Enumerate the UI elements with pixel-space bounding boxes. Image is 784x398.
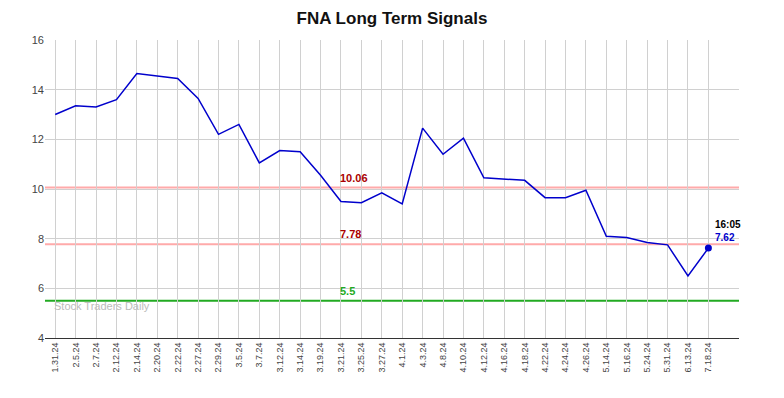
svg-text:5.24.24: 5.24.24 bbox=[642, 343, 652, 373]
svg-text:6: 6 bbox=[38, 282, 44, 294]
svg-text:4.8.24: 4.8.24 bbox=[438, 343, 448, 368]
svg-text:5.16.24: 5.16.24 bbox=[622, 343, 632, 373]
svg-text:4.26.24: 4.26.24 bbox=[581, 343, 591, 373]
svg-text:FNA Long Term Signals: FNA Long Term Signals bbox=[297, 9, 488, 28]
svg-text:3.14.24: 3.14.24 bbox=[295, 343, 305, 373]
svg-text:2.5.24: 2.5.24 bbox=[71, 343, 81, 368]
svg-text:3.7.24: 3.7.24 bbox=[254, 343, 264, 368]
svg-text:16: 16 bbox=[32, 34, 44, 46]
svg-text:2.20.24: 2.20.24 bbox=[152, 343, 162, 373]
svg-text:7.78: 7.78 bbox=[340, 228, 361, 240]
svg-text:3.21.24: 3.21.24 bbox=[336, 343, 346, 373]
svg-text:4.1.24: 4.1.24 bbox=[397, 343, 407, 368]
svg-text:3.25.24: 3.25.24 bbox=[356, 343, 366, 373]
svg-text:7.18.24: 7.18.24 bbox=[703, 343, 713, 373]
svg-text:2.27.24: 2.27.24 bbox=[193, 343, 203, 373]
svg-text:3.27.24: 3.27.24 bbox=[377, 343, 387, 373]
svg-text:3.12.24: 3.12.24 bbox=[275, 343, 285, 373]
svg-text:3.5.24: 3.5.24 bbox=[234, 343, 244, 368]
svg-text:4.10.24: 4.10.24 bbox=[458, 343, 468, 373]
svg-text:6.13.24: 6.13.24 bbox=[683, 343, 693, 373]
svg-text:4.24.24: 4.24.24 bbox=[560, 343, 570, 373]
svg-text:10.06: 10.06 bbox=[340, 172, 368, 184]
svg-text:4.18.24: 4.18.24 bbox=[520, 343, 530, 373]
svg-text:5.14.24: 5.14.24 bbox=[601, 343, 611, 373]
svg-text:2.7.24: 2.7.24 bbox=[91, 343, 101, 368]
svg-text:10: 10 bbox=[32, 183, 44, 195]
svg-text:2.22.24: 2.22.24 bbox=[173, 343, 183, 373]
svg-text:4.12.24: 4.12.24 bbox=[479, 343, 489, 373]
svg-text:12: 12 bbox=[32, 133, 44, 145]
svg-text:5.5: 5.5 bbox=[340, 285, 355, 297]
svg-text:1.31.24: 1.31.24 bbox=[50, 343, 60, 373]
svg-text:2.12.24: 2.12.24 bbox=[111, 343, 121, 373]
svg-text:4.16.24: 4.16.24 bbox=[499, 343, 509, 373]
svg-text:16:05: 16:05 bbox=[715, 219, 741, 230]
svg-text:Stock Traders Daily: Stock Traders Daily bbox=[54, 300, 150, 312]
svg-text:4.22.24: 4.22.24 bbox=[540, 343, 550, 373]
svg-text:4: 4 bbox=[38, 332, 44, 344]
svg-text:2.14.24: 2.14.24 bbox=[132, 343, 142, 373]
svg-text:2.29.24: 2.29.24 bbox=[213, 343, 223, 373]
svg-text:3.19.24: 3.19.24 bbox=[315, 343, 325, 373]
svg-text:5.31.24: 5.31.24 bbox=[662, 343, 672, 373]
svg-text:4.3.24: 4.3.24 bbox=[418, 343, 428, 368]
svg-text:8: 8 bbox=[38, 233, 44, 245]
svg-text:7.62: 7.62 bbox=[715, 232, 735, 243]
svg-text:14: 14 bbox=[32, 84, 44, 96]
